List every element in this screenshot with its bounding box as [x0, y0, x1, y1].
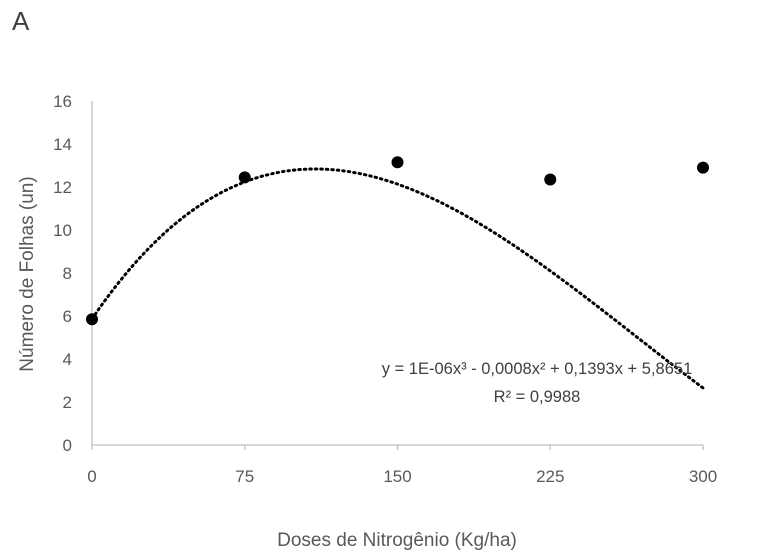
x-tick-labels: 0 75 150 225 300	[87, 445, 717, 486]
y-tick-label: 6	[63, 307, 72, 326]
panel-label: A	[12, 6, 30, 36]
axes	[91, 101, 703, 446]
data-point	[86, 313, 98, 326]
trendline-equation: y = 1E-06x³ - 0,0008x² + 0,1393x + 5,865…	[382, 360, 693, 378]
r-squared-label: R² = 0,9988	[494, 388, 581, 406]
y-axis-title: Número de Folhas (un)	[17, 176, 38, 371]
data-point	[391, 156, 404, 169]
x-tick-label: 75	[235, 467, 254, 486]
x-tick-label: 0	[87, 467, 96, 486]
data-point	[238, 171, 251, 184]
data-point	[544, 173, 557, 186]
y-tick-labels: 0 2 4 6 8 10 12 14 16	[53, 92, 72, 455]
y-tick-label: 0	[63, 436, 72, 455]
trendline	[90, 167, 705, 390]
y-tick-label: 4	[63, 350, 72, 369]
x-tick-label: 225	[536, 467, 564, 486]
x-axis-title: Doses de Nitrogênio (Kg/ha)	[277, 530, 517, 551]
y-tick-label: 12	[53, 178, 72, 197]
x-tick-label: 150	[383, 467, 411, 486]
y-tick-label: 2	[63, 393, 72, 412]
y-tick-label: 8	[63, 264, 72, 283]
y-tick-label: 16	[53, 92, 72, 111]
data-point	[697, 161, 709, 174]
y-tick-label: 10	[53, 221, 72, 240]
data-points	[86, 156, 709, 326]
y-tick-label: 14	[53, 135, 72, 154]
x-tick-label: 300	[689, 467, 717, 486]
